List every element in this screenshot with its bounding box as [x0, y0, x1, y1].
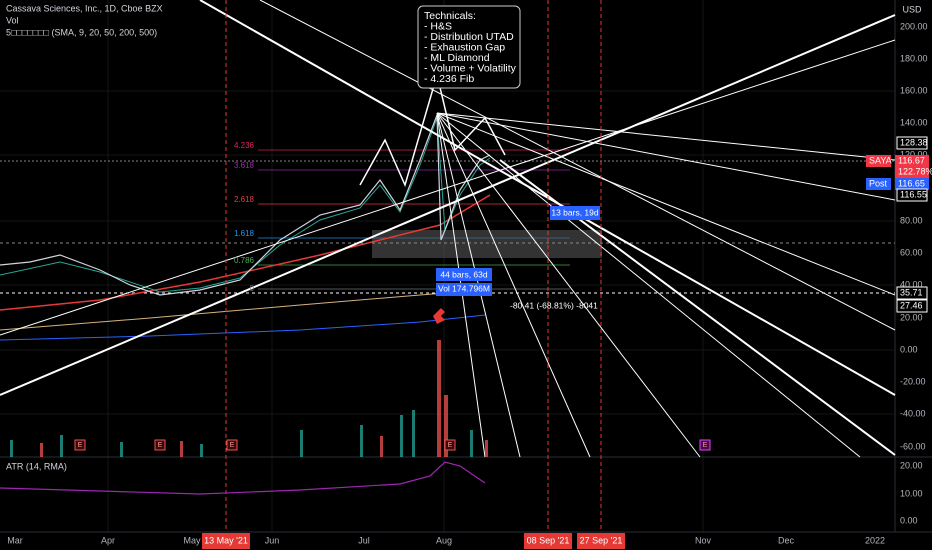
callout-line: - Distribution UTAD — [424, 31, 514, 43]
volume-label: Vol — [6, 15, 19, 25]
time-axis-label: Aug — [436, 535, 452, 545]
price-tag — [895, 155, 929, 167]
date-tag — [577, 533, 625, 549]
price-axis-label: -40.00 — [900, 408, 926, 418]
price-axis-label: -20.00 — [900, 376, 926, 386]
price-tag — [866, 178, 891, 190]
measure-label: -80.41 (-68.81%) -8041 — [510, 300, 598, 310]
fib-label: 3.618 — [234, 161, 255, 170]
time-axis-label: Mar — [7, 535, 23, 545]
price-axis-label: -60.00 — [900, 441, 926, 451]
fib-label: 1.618 — [234, 229, 255, 238]
callout-line: - 4.236 Fib — [424, 73, 474, 85]
price-line — [0, 114, 491, 296]
price-tag-label: 116.65 — [898, 178, 925, 188]
price-tag — [895, 166, 929, 178]
time-axis-label: Apr — [101, 535, 115, 545]
atr-axis-label: 20.00 — [900, 460, 923, 470]
earnings-marker — [699, 439, 711, 451]
atr-axis-label: 10.00 — [900, 488, 923, 498]
price-axis-label: 40.00 — [900, 279, 923, 289]
earnings-label: E — [448, 442, 453, 449]
earnings-label: E — [230, 442, 235, 449]
callout-box — [417, 5, 521, 89]
measure-box — [436, 283, 492, 296]
time-axis-label: May — [183, 535, 201, 545]
price-tag — [896, 136, 928, 150]
fib-label: 2.618 — [234, 195, 255, 204]
price-axis-label: 20.00 — [900, 312, 923, 322]
date-tag-label: 13 May '21 — [204, 535, 248, 545]
earnings-label: E — [158, 442, 163, 449]
price-tag-label: 116.55 — [900, 189, 927, 199]
earnings-marker — [444, 439, 456, 451]
currency-label: USD — [902, 4, 922, 14]
time-axis-label: Nov — [695, 535, 712, 545]
atr-line — [0, 461, 486, 495]
date-tag — [524, 533, 572, 549]
price-tag — [896, 286, 928, 300]
price-tag — [896, 299, 928, 313]
price-axis-label: 60.00 — [900, 247, 923, 257]
callout-line: - H&S — [424, 20, 452, 32]
red-marker — [433, 308, 445, 324]
date-tag — [202, 533, 250, 549]
price-axis-label: 120.00 — [900, 149, 928, 159]
price-axis-label: 140.00 — [900, 117, 928, 127]
callout-line: - Exhaustion Gap — [424, 41, 505, 53]
callout-line: Technicals: — [424, 10, 476, 22]
price-tag-label: 128.38 — [900, 137, 928, 147]
range-box — [372, 230, 602, 258]
price-tag-label: 116.67 — [898, 155, 925, 165]
price-axis-label: 0.00 — [900, 344, 918, 354]
measure-box — [550, 206, 600, 220]
price-tag — [896, 188, 928, 202]
date-tag-label: 27 Sep '21 — [580, 535, 623, 545]
fib-label: 4.236 — [234, 141, 255, 150]
earnings-label: E — [703, 442, 708, 449]
price-tag — [866, 155, 891, 167]
sma-label: 5□□□□□□□ (SMA, 9, 20, 50, 200, 500) — [6, 27, 157, 37]
price-tag-label: 122.78% — [898, 166, 932, 176]
atr-label: ATR (14, RMA) — [6, 461, 67, 471]
earnings-marker — [154, 439, 166, 451]
time-axis-label: Jul — [358, 535, 370, 545]
time-axis-label: Dec — [778, 535, 795, 545]
fib-label: 0 — [250, 284, 255, 293]
price-tag-label: 27.46 — [900, 300, 923, 310]
price-tag — [895, 178, 929, 190]
callout-line: - ML Diamond — [424, 52, 490, 64]
price-axis-label: 200.00 — [900, 21, 928, 31]
measure-box — [436, 268, 492, 281]
fib-levels — [258, 149, 570, 290]
price-tag-label: Post — [869, 178, 888, 188]
measure-label: 44 bars, 63d — [440, 269, 488, 279]
price-axis-label: 180.00 — [900, 53, 928, 63]
symbol-title: Cassava Sciences, Inc., 1D, Cboe BZX — [6, 3, 163, 13]
earnings-label: E — [78, 442, 83, 449]
measure-label: 13 bars, 19d — [551, 207, 599, 217]
time-axis-label: Jun — [265, 535, 280, 545]
price-tag-label: SAYA — [869, 155, 892, 165]
price-axis-label: 160.00 — [900, 85, 928, 95]
fib-label: 0.786 — [234, 256, 255, 265]
volume-bars — [40, 340, 488, 457]
price-axis-label: 80.00 — [900, 215, 923, 225]
price-tag-label: 35.71 — [900, 287, 923, 297]
earnings-marker — [226, 439, 238, 451]
measure-label: Vol 174.796M — [438, 283, 490, 293]
date-tag-label: 08 Sep '21 — [527, 535, 570, 545]
volume-bars — [10, 410, 473, 457]
earnings-marker — [74, 439, 86, 451]
time-axis-label: 2022 — [865, 535, 885, 545]
callout-line: - Volume + Volatility — [424, 62, 517, 74]
atr-axis-label: 0.00 — [900, 515, 918, 525]
